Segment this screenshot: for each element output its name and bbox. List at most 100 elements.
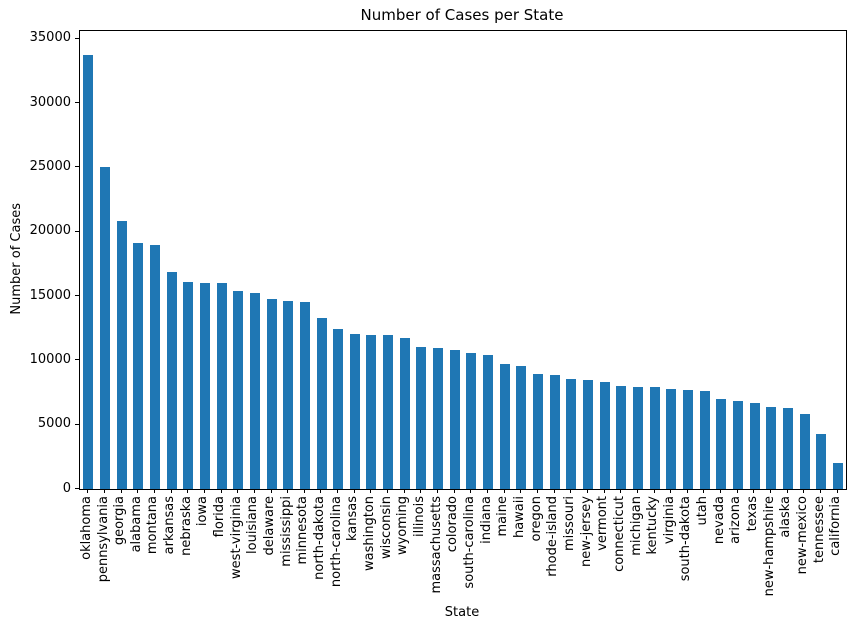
x-tick-mark bbox=[653, 489, 655, 493]
x-tick-slot: texas bbox=[745, 496, 762, 596]
bar-georgia bbox=[116, 221, 127, 489]
x-tick-mark bbox=[253, 489, 255, 493]
bar-michigan bbox=[632, 386, 643, 489]
x-tick-slot: nevada bbox=[712, 496, 729, 596]
x-tick-label-wisconsin: wisconsin bbox=[378, 496, 394, 559]
x-tick-mark bbox=[87, 489, 89, 493]
bar-louisiana bbox=[249, 292, 260, 489]
bar-slot bbox=[180, 31, 197, 489]
bar-slot bbox=[746, 31, 763, 489]
bar-alaska bbox=[782, 407, 793, 489]
x-tick-slot: washington bbox=[362, 496, 379, 596]
x-tick-mark bbox=[320, 489, 322, 493]
bar-west-virginia bbox=[233, 290, 244, 489]
y-tick-mark bbox=[75, 295, 79, 297]
x-tick-mark bbox=[403, 489, 405, 493]
x-tick-label-north-carolina: north-carolina bbox=[328, 496, 344, 588]
y-tick-mark bbox=[75, 166, 79, 168]
x-tick-label-washington: washington bbox=[362, 496, 378, 572]
x-tick-slot: utah bbox=[695, 496, 712, 596]
y-tick-label: 15000 bbox=[29, 287, 71, 303]
bar-pennsylvania bbox=[99, 167, 110, 489]
bar-slot bbox=[813, 31, 830, 489]
x-tick-label-iowa: iowa bbox=[195, 496, 211, 527]
x-tick-slot: connecticut bbox=[612, 496, 629, 596]
x-tick-slot: arizona bbox=[728, 496, 746, 596]
x-tick-label-montana: montana bbox=[145, 496, 161, 555]
bar-slot bbox=[396, 31, 413, 489]
bar-mississippi bbox=[283, 301, 294, 489]
x-tick-label-hawaii: hawaii bbox=[511, 496, 527, 539]
x-tick-slot: maine bbox=[495, 496, 512, 596]
x-tick-slot: new-hampshire bbox=[762, 496, 779, 596]
bar-slot bbox=[297, 31, 314, 489]
bar-slot bbox=[530, 31, 547, 489]
x-tick-label-nebraska: nebraska bbox=[178, 496, 194, 556]
x-tick-slot: minnesota bbox=[295, 496, 313, 596]
x-tick-label-alaska: alaska bbox=[778, 496, 794, 538]
bar-vermont bbox=[599, 381, 610, 489]
x-tick-mark bbox=[520, 489, 522, 493]
x-tick-label-delaware: delaware bbox=[262, 496, 278, 556]
x-tick-mark bbox=[586, 489, 588, 493]
x-tick-mark bbox=[170, 489, 172, 493]
y-tick-mark bbox=[75, 488, 79, 489]
bar-slot bbox=[80, 31, 97, 489]
x-tick-mark bbox=[387, 489, 389, 493]
bar-slot bbox=[280, 31, 297, 489]
bar-slot bbox=[613, 31, 630, 489]
x-tick-label-michigan: michigan bbox=[628, 496, 644, 556]
bar-slot bbox=[347, 31, 364, 489]
bar-slot bbox=[780, 31, 797, 489]
bar-slot bbox=[380, 31, 397, 489]
x-axis-label: State bbox=[444, 605, 480, 620]
x-tick-label-california: california bbox=[828, 496, 844, 556]
bar-slot bbox=[263, 31, 280, 489]
x-tick-label-mississippi: mississippi bbox=[278, 496, 294, 567]
x-tick-mark bbox=[570, 489, 572, 493]
x-tick-mark bbox=[553, 489, 555, 493]
bar-slot bbox=[630, 31, 647, 489]
bar-massachusetts bbox=[433, 348, 444, 489]
bar-slot bbox=[713, 31, 730, 489]
bar-slot bbox=[330, 31, 347, 489]
bar-texas bbox=[749, 402, 760, 489]
bar-arkansas bbox=[166, 271, 177, 489]
bar-california bbox=[832, 463, 843, 489]
x-tick-mark bbox=[636, 489, 638, 493]
x-tick-label-illinois: illinois bbox=[411, 496, 427, 538]
x-tick-slot: mississippi bbox=[279, 496, 296, 596]
bar-slot bbox=[680, 31, 697, 489]
x-tick-mark bbox=[153, 489, 155, 493]
bar-slot bbox=[463, 31, 480, 489]
bar-south-dakota bbox=[682, 389, 693, 489]
x-tick-label-oregon: oregon bbox=[528, 496, 544, 542]
x-tick-label-colorado: colorado bbox=[445, 496, 461, 553]
x-tick-slot: louisiana bbox=[245, 496, 263, 596]
x-tick-label-nevada: nevada bbox=[711, 496, 727, 545]
x-tick-label-louisiana: louisiana bbox=[245, 496, 261, 554]
plot-area bbox=[79, 30, 847, 490]
x-tick-label-north-dakota: north-dakota bbox=[312, 496, 328, 580]
x-tick-label-rhode-island: rhode-island bbox=[545, 496, 561, 577]
bar-slot bbox=[247, 31, 264, 489]
x-tick-slot: virginia bbox=[662, 496, 679, 596]
x-tick-mark bbox=[370, 489, 372, 493]
bar-wisconsin bbox=[383, 335, 394, 489]
bar-slot bbox=[730, 31, 747, 489]
bar-slot bbox=[563, 31, 580, 489]
x-tick-slot: vermont bbox=[595, 496, 612, 596]
x-tick-mark bbox=[103, 489, 105, 493]
y-tick-label: 0 bbox=[62, 480, 71, 496]
bar-colorado bbox=[449, 350, 460, 489]
bar-washington bbox=[366, 334, 377, 489]
x-tick-label-west-virginia: west-virginia bbox=[228, 496, 244, 579]
bar-slot bbox=[147, 31, 164, 489]
y-tick-mark bbox=[75, 37, 79, 39]
bar-slot bbox=[97, 31, 114, 489]
bar-arizona bbox=[732, 400, 743, 489]
bar-slot bbox=[130, 31, 147, 489]
bar-tennessee bbox=[816, 433, 827, 489]
x-axis-tick-labels: oklahoma pennsylvania georgia alabama montan… bbox=[79, 496, 845, 596]
